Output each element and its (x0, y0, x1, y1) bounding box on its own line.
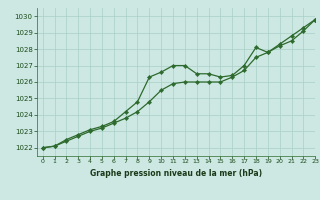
X-axis label: Graphe pression niveau de la mer (hPa): Graphe pression niveau de la mer (hPa) (90, 169, 262, 178)
